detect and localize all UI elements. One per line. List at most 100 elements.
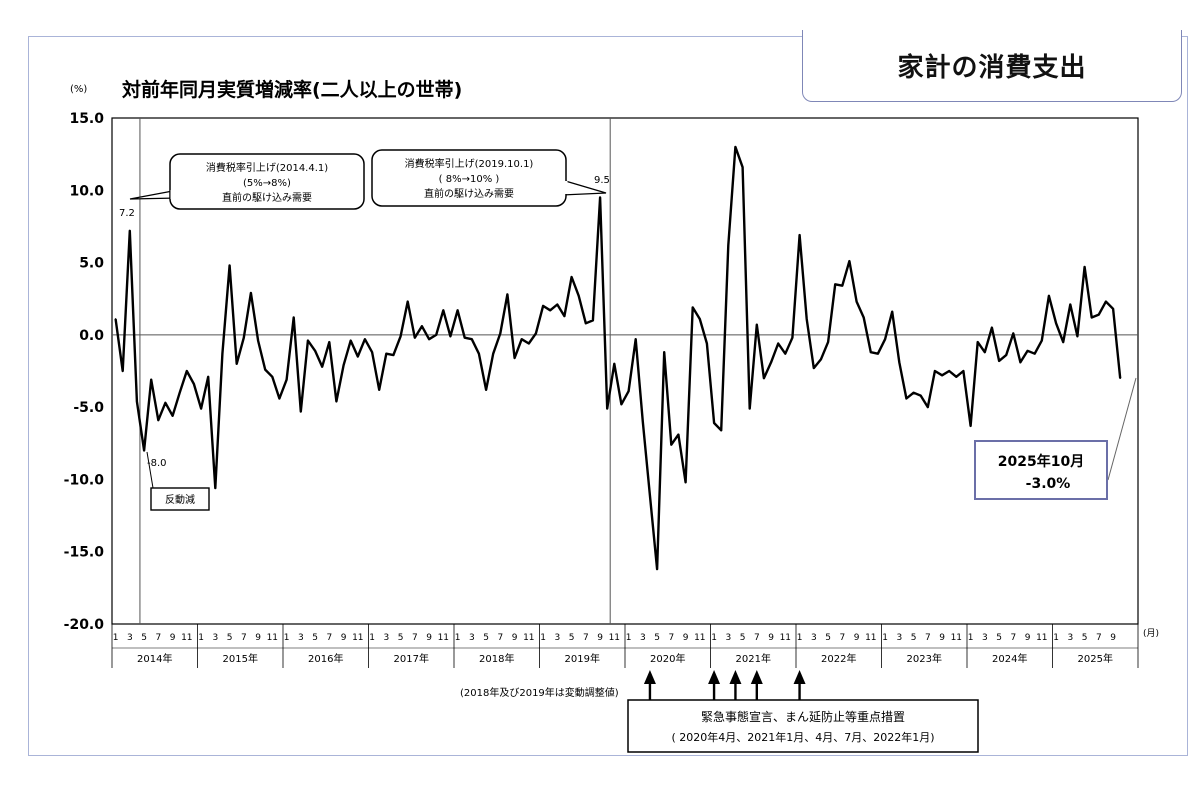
x-tick-month: 11: [267, 633, 278, 643]
x-tick-month: 9: [1110, 633, 1116, 643]
x-tick-year: 2022年: [821, 652, 856, 665]
latest-value: -3.0%: [1026, 476, 1071, 492]
data-point: [235, 362, 238, 365]
data-point: [741, 166, 744, 168]
data-point: [300, 410, 302, 413]
data-point: [421, 325, 423, 327]
callout-tax-2019-line1: 消費税率引上げ(2019.10.1): [405, 157, 534, 170]
data-point: [976, 341, 979, 343]
data-point: [392, 354, 395, 356]
data-point: [506, 293, 509, 296]
x-tick-year: 2024年: [992, 652, 1027, 665]
x-tick-month: 3: [811, 633, 817, 643]
x-tick-month: 9: [1025, 633, 1031, 643]
corner-title-text: 家計の消費支出: [897, 53, 1087, 83]
data-point: [342, 364, 345, 367]
data-point: [1012, 332, 1015, 335]
data-point: [485, 388, 487, 391]
arrow-head: [750, 670, 763, 684]
data-point: [613, 362, 616, 365]
data-point: [570, 276, 573, 278]
data-point: [285, 378, 288, 381]
arrow-head: [729, 670, 742, 684]
x-tick-month: 7: [497, 633, 503, 643]
data-point: [706, 342, 708, 345]
y-tick-label: -20.0: [64, 617, 105, 633]
label-peak-2019: 9.5: [594, 175, 610, 186]
x-tick-month: 5: [141, 633, 147, 643]
data-point: [720, 429, 722, 432]
data-point: [207, 375, 209, 378]
data-point: [577, 295, 580, 297]
data-point: [891, 310, 893, 313]
chart-frame: [28, 36, 1188, 756]
data-point: [549, 309, 551, 312]
data-point: [756, 323, 758, 326]
x-tick-month: 9: [512, 633, 518, 643]
x-tick-month: 1: [369, 633, 375, 643]
data-point: [221, 352, 224, 355]
data-point: [114, 318, 117, 320]
data-point: [471, 338, 473, 340]
data-point: [834, 283, 836, 286]
x-tick-month: 7: [1096, 633, 1102, 643]
x-tick-month: 9: [597, 633, 603, 643]
data-point: [1105, 300, 1107, 303]
data-point: [677, 433, 680, 436]
x-tick-month: 11: [865, 633, 876, 643]
y-tick-label: 10.0: [69, 183, 104, 199]
y-tick-label: -5.0: [73, 400, 104, 416]
data-point: [157, 419, 160, 421]
x-tick-month: 9: [255, 633, 261, 643]
x-tick-year: 2021年: [736, 652, 771, 665]
x-tick-month: 9: [341, 633, 347, 643]
latest-callout: 2025年10月 -3.0%: [974, 377, 1137, 500]
data-point: [456, 309, 459, 312]
reference-lines: [139, 118, 611, 624]
data-point: [1076, 335, 1079, 338]
emergency-arrow: [750, 670, 763, 700]
rebound-callout: 反動減: [146, 451, 210, 511]
data-point: [214, 487, 217, 489]
data-point: [478, 352, 480, 355]
callout-tax-2014-box: [169, 153, 365, 210]
data-point: [841, 284, 844, 287]
data-point: [898, 361, 901, 364]
data-point: [1055, 322, 1057, 325]
data-point: [884, 338, 886, 340]
data-point: [870, 351, 872, 354]
data-point: [449, 335, 452, 338]
x-tick-year: 2023年: [907, 652, 942, 665]
data-point: [969, 425, 972, 427]
adjustment-note: (2018年及び2019年は変動調整値): [460, 686, 619, 699]
data-point: [193, 383, 195, 385]
y-axis-ticks: 15.0 10.0 5.0 0.0 -5.0 -10.0 -15.0 -20.0: [64, 111, 105, 633]
data-point: [827, 341, 829, 343]
data-point: [713, 422, 715, 424]
data-point: [385, 352, 388, 355]
latest-box: [974, 440, 1108, 500]
x-tick-month: 3: [896, 633, 902, 643]
data-point: [513, 357, 516, 359]
x-tick-month: 1: [455, 633, 461, 643]
data-point: [848, 260, 851, 262]
x-tick-month: 11: [694, 633, 705, 643]
x-tick-month: 5: [569, 633, 575, 643]
data-point: [171, 415, 174, 417]
data-point: [328, 341, 331, 343]
data-point: [492, 352, 494, 355]
x-tick-month: 5: [398, 633, 404, 643]
data-point: [791, 336, 794, 339]
data-point: [1119, 377, 1121, 380]
data-point: [1062, 341, 1064, 343]
data-point: [1090, 316, 1093, 319]
data-point: [592, 319, 594, 322]
data-point: [684, 481, 687, 484]
callout-tax-2014-line1: 消費税率引上げ(2014.4.1): [206, 161, 328, 174]
x-tick-month: 9: [170, 633, 176, 643]
data-point: [1083, 266, 1086, 268]
y-unit-label: (%): [70, 84, 87, 95]
data-point: [670, 443, 673, 446]
x-tick-month: 9: [939, 633, 945, 643]
